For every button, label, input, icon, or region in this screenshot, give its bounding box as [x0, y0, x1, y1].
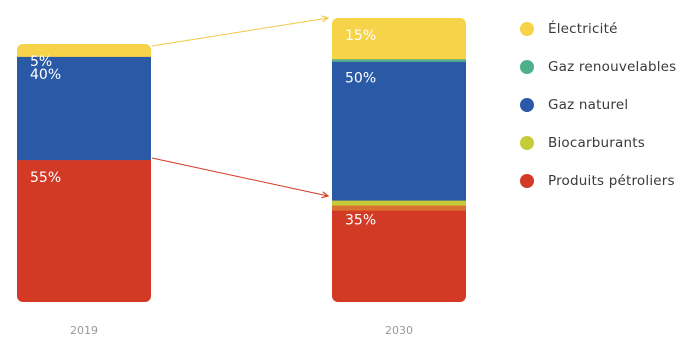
legend-label: Gaz naturel — [548, 97, 629, 113]
bar-segment-gaz-naturel-2019 — [17, 56, 151, 161]
legend-item: Gaz naturel — [520, 86, 676, 124]
legend-swatch — [520, 174, 534, 188]
transition-strip-gaz-renouvelables — [332, 59, 466, 63]
transition-strip-blend — [332, 205, 466, 211]
legend-item: Produits pétroliers — [520, 162, 676, 200]
data-label-produits-petroliers-2030: 35% — [345, 213, 376, 229]
data-label-electricite-2019: 5% — [30, 54, 52, 70]
bar-segment-gaz-naturel-2030 — [332, 60, 466, 204]
x-tick-label-2030: 2030 — [385, 324, 413, 337]
connector-arrow-produits-petroliers — [151, 157, 328, 196]
bar-2019 — [17, 44, 151, 302]
legend-item: Gaz renouvelables — [520, 48, 676, 86]
data-label-produits-petroliers-2019: 55% — [30, 170, 61, 186]
legend-swatch — [520, 136, 534, 150]
legend-item: Biocarburants — [520, 124, 676, 162]
chart-legend: Électricité Gaz renouvelables Gaz nature… — [520, 10, 676, 200]
legend-swatch — [520, 22, 534, 36]
data-label-electricite-2030: 15% — [345, 28, 376, 44]
x-tick-label-2019: 2019 — [70, 324, 98, 337]
legend-label: Gaz renouvelables — [548, 59, 677, 75]
connector-arrow-electricite — [151, 18, 328, 47]
bar-segment-electricite-2019 — [17, 44, 151, 58]
data-label-gaz-naturel-2019: 40% — [30, 67, 61, 83]
legend-label: Biocarburants — [548, 135, 645, 151]
legend-swatch — [520, 60, 534, 74]
bar-segment-electricite-2030 — [332, 18, 466, 62]
bar-segment-produits-petroliers-2030 — [332, 202, 466, 302]
bar-segment-produits-petroliers-2019 — [17, 160, 151, 302]
transition-strip-biocarburants — [332, 200, 466, 206]
legend-swatch — [520, 98, 534, 112]
legend-label: Électricité — [548, 21, 618, 37]
legend-label: Produits pétroliers — [548, 173, 675, 189]
legend-item: Électricité — [520, 10, 676, 48]
data-label-gaz-naturel-2030: 50% — [345, 71, 376, 87]
bar-2030 — [332, 18, 466, 302]
